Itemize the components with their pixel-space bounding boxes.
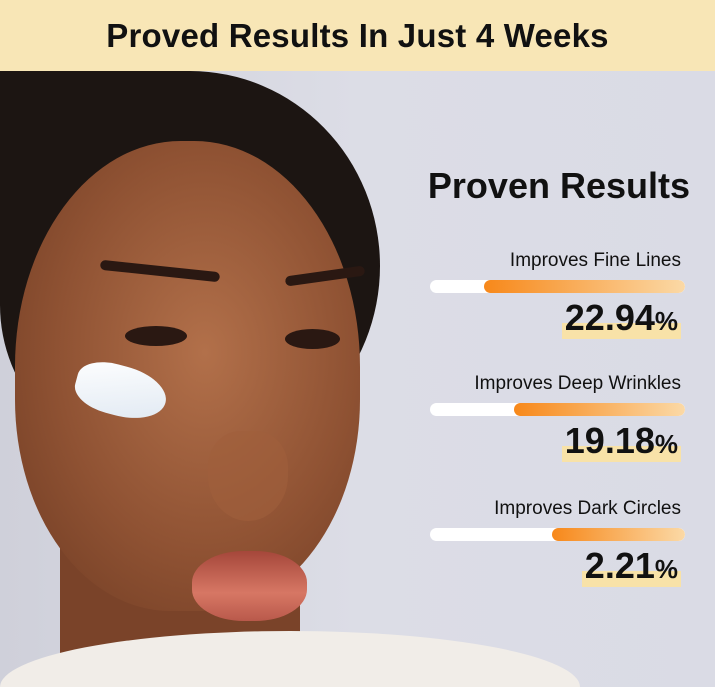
progress-fill	[552, 528, 685, 541]
value-unit: %	[654, 429, 678, 459]
header-banner: Proved Results In Just 4 Weeks	[0, 0, 715, 71]
metric-value: 19.18%	[561, 420, 681, 462]
metric-fine-lines: Improves Fine Lines 22.94%	[430, 250, 685, 342]
metric-dark-circles: Improves Dark Circles 2.21%	[430, 498, 685, 590]
progress-fill	[483, 280, 685, 293]
progress-fill	[514, 403, 685, 416]
model-photo: Proven Results Improves Fine Lines 22.94…	[0, 71, 715, 687]
panel-title: Proven Results	[427, 165, 690, 206]
progress-bar	[430, 528, 685, 541]
value-number: 2.21	[584, 545, 655, 586]
metric-value: 22.94%	[561, 297, 681, 339]
metric-label: Improves Fine Lines	[509, 250, 681, 271]
metric-value: 2.21%	[581, 545, 681, 587]
face	[15, 141, 360, 611]
progress-bar	[430, 280, 685, 293]
metric-deep-wrinkles: Improves Deep Wrinkles 19.18%	[430, 373, 685, 465]
value-unit: %	[654, 554, 678, 584]
progress-bar	[430, 403, 685, 416]
banner-title: Proved Results In Just 4 Weeks	[106, 16, 609, 54]
results-panel: Proven Results Improves Fine Lines 22.94…	[395, 165, 690, 595]
right-eye	[285, 329, 340, 349]
value-number: 19.18	[564, 420, 655, 461]
nose	[208, 431, 288, 521]
value-number: 22.94	[564, 297, 655, 338]
left-eye	[125, 326, 187, 346]
lips	[192, 551, 307, 621]
metric-label: Improves Dark Circles	[494, 498, 681, 519]
metric-label: Improves Deep Wrinkles	[474, 373, 681, 394]
value-unit: %	[654, 306, 678, 336]
